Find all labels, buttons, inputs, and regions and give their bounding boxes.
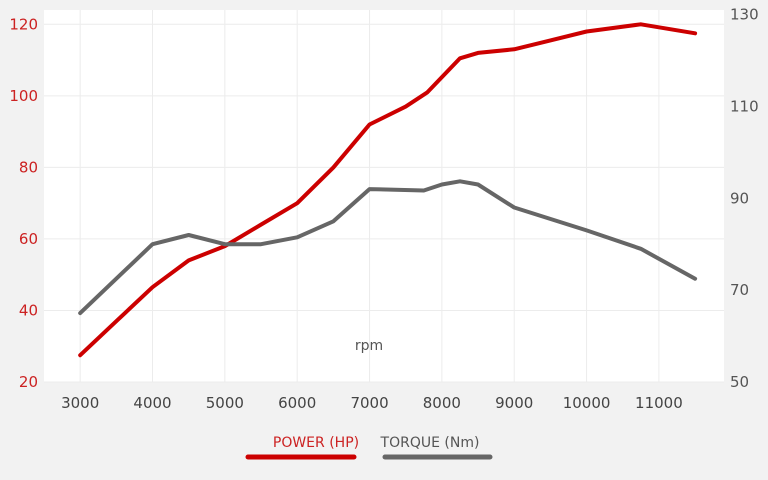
y-left-tick-80: 80	[19, 158, 38, 176]
y-right-tick-130: 130	[730, 6, 759, 24]
lines	[78, 22, 698, 358]
x-tick-10000: 10000	[563, 394, 611, 412]
legend-label-torque: TORQUE (Nm)	[380, 435, 480, 451]
x-tick-3000: 3000	[61, 394, 99, 412]
y-left-tick-40: 40	[19, 301, 38, 319]
y-left-tick-20: 20	[19, 373, 38, 391]
series-line-power	[78, 22, 698, 358]
x-tick-8000: 8000	[423, 394, 461, 412]
y-left-tick-60: 60	[19, 230, 38, 248]
grid	[44, 10, 724, 383]
y-right-tick-70: 70	[730, 281, 749, 299]
x-tick-4000: 4000	[133, 394, 171, 412]
y-right-tick-50: 50	[730, 373, 749, 391]
x-tick-11000: 11000	[635, 394, 683, 412]
x-tick-9000: 9000	[495, 394, 533, 412]
y-left-tick-100: 100	[9, 87, 38, 105]
x-tick-5000: 5000	[206, 394, 244, 412]
x-tick-7000: 7000	[350, 394, 388, 412]
tick-labels: 20 40 60 80 100 120 50 70 90 110 130 3000 4000 5000 60…	[9, 6, 758, 412]
x-tick-6000: 6000	[278, 394, 316, 412]
legend-label-power: POWER (HP)	[273, 435, 359, 451]
legend: POWER (HP) TORQUE (Nm)	[245, 435, 493, 460]
series-line-torque	[78, 179, 698, 316]
y-right-tick-110: 110	[730, 97, 759, 115]
y-right-tick-90: 90	[730, 189, 749, 207]
y-left-tick-120: 120	[9, 15, 38, 33]
plot-background	[44, 10, 724, 382]
x-axis-label: rpm	[355, 338, 383, 354]
